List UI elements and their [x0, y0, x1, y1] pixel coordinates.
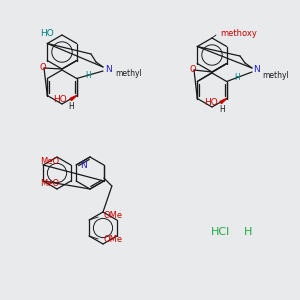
Polygon shape [220, 98, 227, 104]
Text: OMe: OMe [103, 212, 122, 220]
Text: H: H [244, 227, 252, 237]
Text: methoxy: methoxy [220, 28, 257, 38]
Text: O: O [40, 62, 46, 71]
Text: H: H [219, 105, 225, 114]
Text: MeO: MeO [40, 179, 59, 188]
Text: methyl: methyl [262, 70, 289, 80]
Polygon shape [70, 95, 77, 101]
Text: H: H [234, 74, 240, 82]
Text: HCl: HCl [210, 227, 230, 237]
Text: N: N [80, 160, 87, 169]
Text: H: H [85, 71, 91, 80]
Text: HO: HO [53, 95, 67, 104]
Text: N: N [253, 65, 260, 74]
Text: N: N [105, 65, 112, 74]
Text: H: H [68, 102, 74, 111]
Text: methyl: methyl [115, 70, 142, 79]
Text: HO: HO [204, 98, 218, 107]
Text: HO: HO [40, 28, 54, 38]
Text: OMe: OMe [103, 236, 122, 244]
Text: MeO: MeO [40, 158, 59, 166]
Text: O: O [190, 64, 196, 74]
